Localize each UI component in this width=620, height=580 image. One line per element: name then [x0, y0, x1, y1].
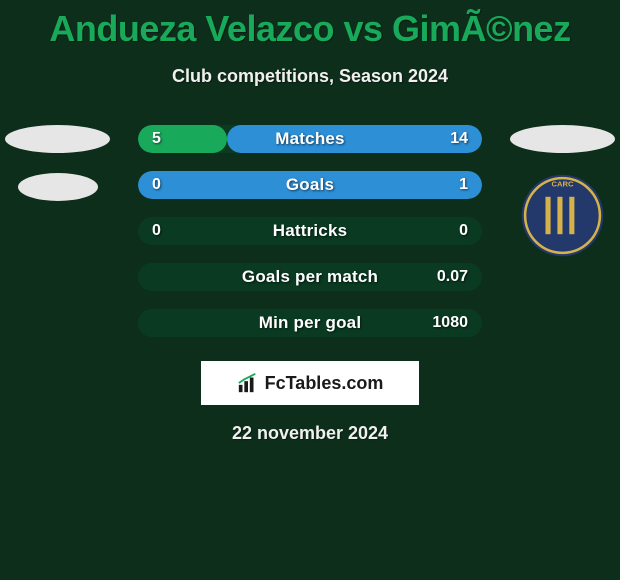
stat-bar: Matches5 14 — [138, 125, 482, 153]
page-subtitle: Club competitions, Season 2024 — [0, 66, 620, 87]
barchart-icon — [237, 372, 259, 394]
stat-bars: Matches514Goals01Hattricks00Goals per ma… — [138, 125, 482, 337]
stat-bar: Min per goal1080 — [138, 309, 482, 337]
stat-bar: Goals per match0.07 — [138, 263, 482, 291]
left-player-column — [0, 125, 115, 201]
bar-value-right: 1080 — [432, 309, 468, 337]
right-player-column: CARC — [505, 125, 620, 258]
bar-label: Goals per match — [138, 263, 482, 291]
right-nation-badge — [510, 125, 615, 153]
bar-value-left: 0 — [152, 217, 161, 245]
left-club-badge — [18, 173, 98, 201]
bar-value-right: 0.07 — [437, 263, 468, 291]
logo-text: FcTables.com — [265, 373, 384, 394]
bar-value-left: 5 — [152, 125, 161, 153]
left-nation-badge — [5, 125, 110, 153]
bar-value-right: 0 — [459, 217, 468, 245]
fctables-logo: FcTables.com — [201, 361, 419, 405]
bar-label: Min per goal — [138, 309, 482, 337]
stat-bar: Goals0 1 — [138, 171, 482, 199]
footer-date: 22 november 2024 — [0, 423, 620, 444]
stat-bar: Hattricks0 0 — [138, 217, 482, 245]
svg-text:CARC: CARC — [551, 180, 574, 189]
graphic-area: CARC Matches514Goals01Hattricks00Goals p… — [0, 125, 620, 337]
bar-label: Matches — [138, 125, 482, 153]
bar-label: Goals — [138, 171, 482, 199]
right-club-badge: CARC — [520, 173, 605, 258]
comparison-card: Andueza Velazco vs GimÃ©nez Club competi… — [0, 0, 620, 580]
bar-value-right: 1 — [459, 171, 468, 199]
bar-value-right: 14 — [450, 125, 468, 153]
bar-value-left: 0 — [152, 171, 161, 199]
bar-label: Hattricks — [138, 217, 482, 245]
page-title: Andueza Velazco vs GimÃ©nez — [0, 0, 620, 50]
